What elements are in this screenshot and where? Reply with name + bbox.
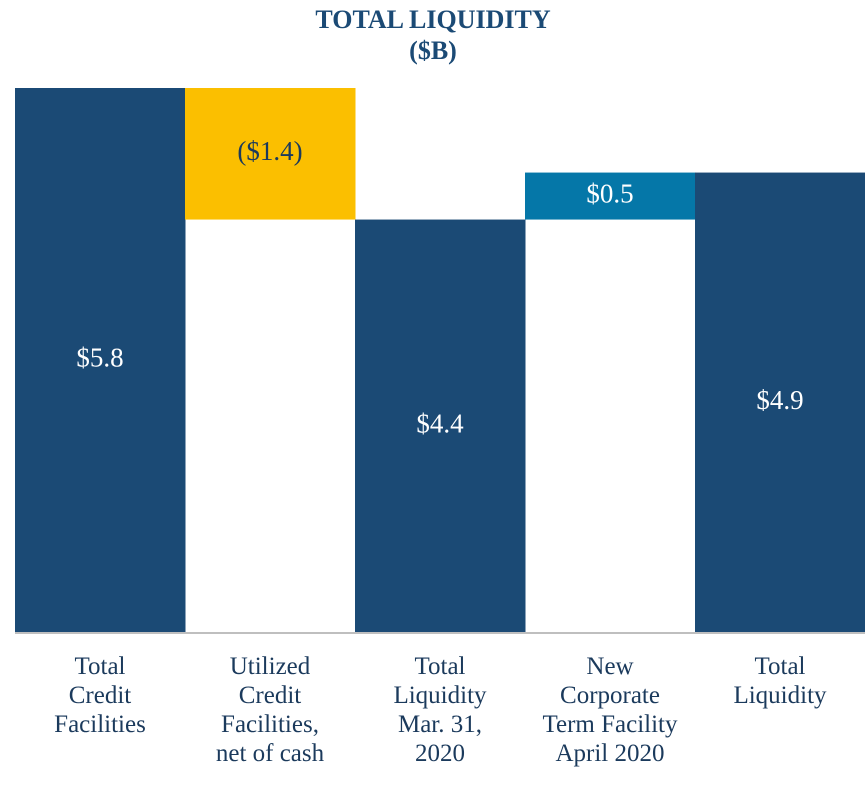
x-tick-label: New Corporate Term Facility April 2020 <box>542 653 678 767</box>
data-label: $5.8 <box>76 343 123 373</box>
bar <box>525 172 696 220</box>
bar <box>185 88 356 220</box>
x-tick-label: Utilized Credit Facilities, net of cash <box>216 653 325 767</box>
data-label: $4.4 <box>416 408 464 438</box>
x-tick-label: Total Liquidity <box>733 653 827 709</box>
x-tick-label: Total Liquidity Mar. 31, 2020 <box>393 653 487 767</box>
chart-subtitle: ($B) <box>409 36 457 65</box>
bar <box>355 219 526 633</box>
data-label: ($1.4) <box>237 136 302 166</box>
bar <box>695 172 865 633</box>
x-tick-label: Total Credit Facilities <box>54 653 146 738</box>
chart-title: TOTAL LIQUIDITY <box>315 5 551 34</box>
data-label: $4.9 <box>756 385 803 415</box>
bar <box>15 88 186 633</box>
data-label: $0.5 <box>586 178 633 208</box>
